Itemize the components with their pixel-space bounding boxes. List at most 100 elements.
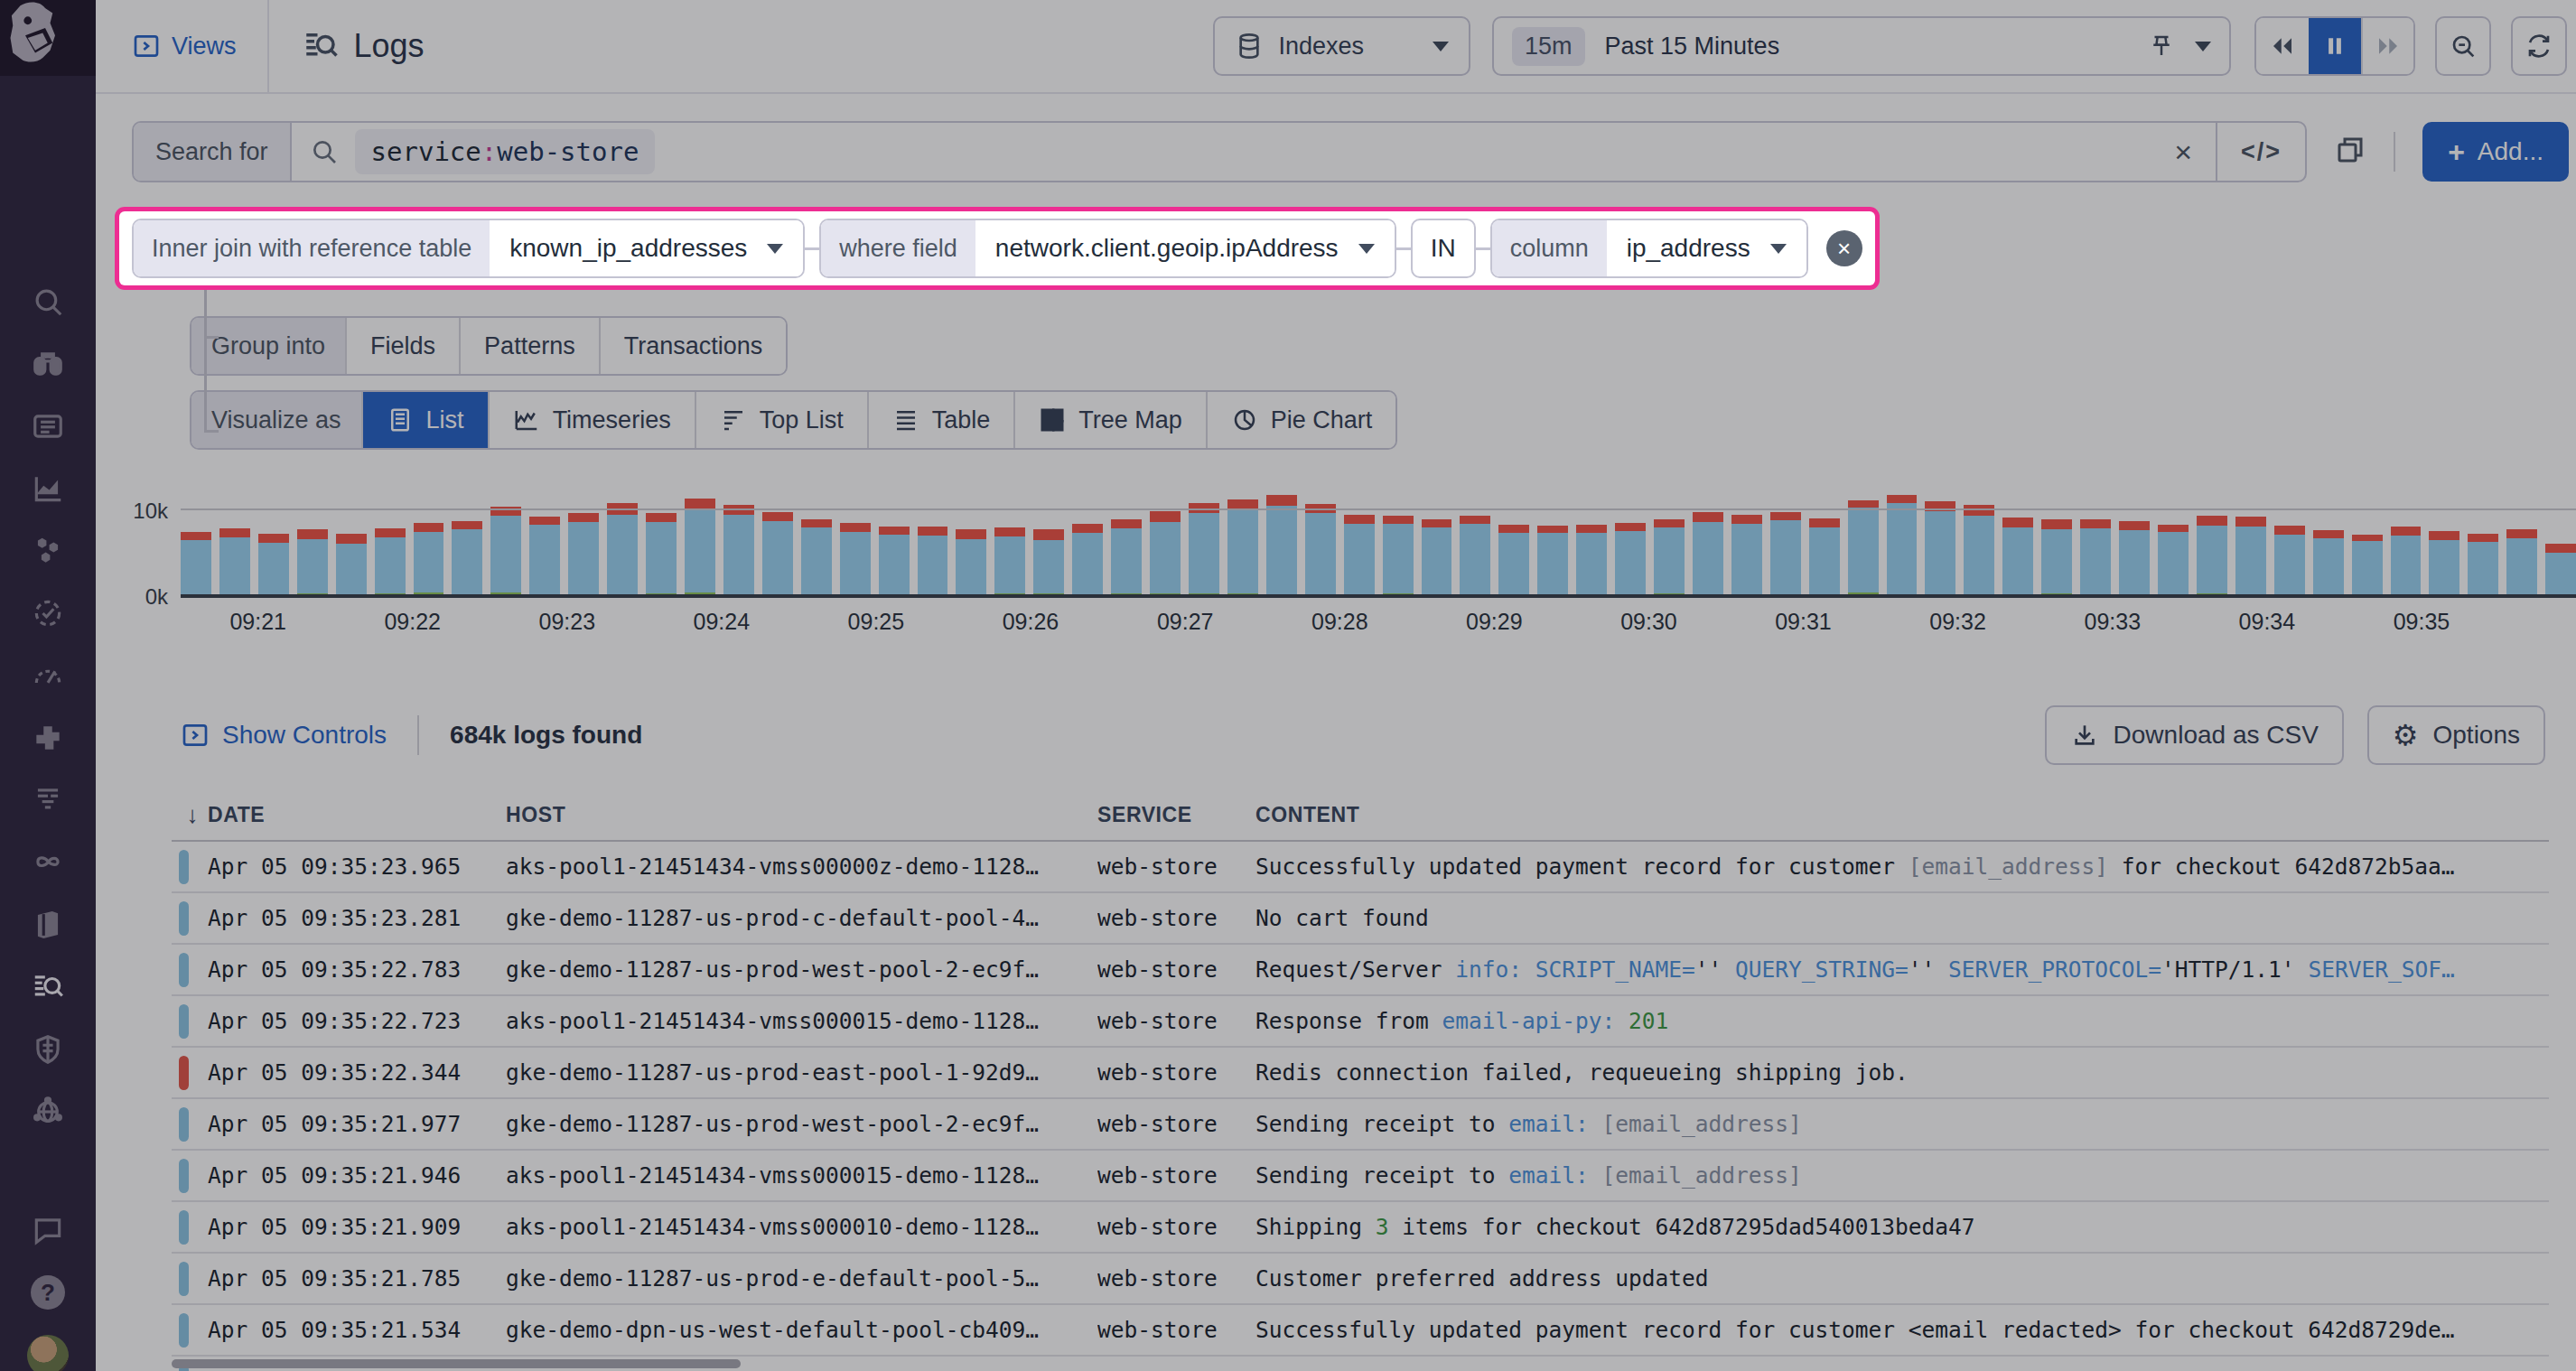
refresh-button[interactable]	[2511, 16, 2567, 76]
fast-forward-button[interactable]	[2361, 18, 2413, 74]
histogram-bar[interactable]	[452, 521, 482, 594]
histogram-bar[interactable]	[762, 512, 793, 594]
group-tab-patterns[interactable]: Patterns	[459, 318, 599, 374]
log-table-row[interactable]: Apr 05 09:35:21.534gke-demo-dpn-us-west-…	[172, 1305, 2549, 1357]
histogram-bar[interactable]	[1383, 516, 1414, 594]
log-table-row[interactable]: Apr 05 09:35:21.946aks-pool1-21451434-vm…	[172, 1151, 2549, 1202]
histogram-bar[interactable]	[529, 517, 560, 594]
histogram-bar[interactable]	[1460, 516, 1490, 594]
histogram-bar[interactable]	[2158, 525, 2189, 594]
where-field-select[interactable]: network.client.geoip.ipAddress	[975, 220, 1395, 276]
histogram-bar[interactable]	[2274, 526, 2305, 594]
histogram-bar[interactable]	[297, 529, 328, 594]
histogram-bar[interactable]	[2391, 527, 2422, 594]
query-token[interactable]: service:web-store	[355, 129, 656, 174]
histogram-bar[interactable]	[2197, 516, 2227, 594]
histogram-bar[interactable]	[1537, 526, 1568, 594]
clear-search-button[interactable]: ×	[2151, 135, 2216, 170]
rewind-button[interactable]	[2256, 18, 2309, 74]
column-header-host[interactable]: HOST	[506, 803, 1097, 827]
log-table-row[interactable]: Apr 05 09:35:22.783gke-demo-11287-us-pro…	[172, 945, 2549, 996]
histogram-bar[interactable]	[801, 519, 832, 594]
histogram-bar[interactable]	[1925, 501, 1955, 594]
log-table-row[interactable]: Apr 05 09:35:21.977gke-demo-11287-us-pro…	[172, 1099, 2549, 1151]
histogram-bar[interactable]	[840, 523, 871, 594]
column-header-service[interactable]: SERVICE	[1097, 803, 1255, 827]
sidebar-item-security-icon[interactable]	[28, 1030, 68, 1069]
histogram-bar[interactable]	[1731, 515, 1762, 594]
log-table-row[interactable]: Apr 05 09:35:21.909aks-pool1-21451434-vm…	[172, 1202, 2549, 1254]
histogram-plot[interactable]	[181, 486, 2576, 598]
histogram-bar[interactable]	[2545, 544, 2576, 594]
zoom-out-button[interactable]	[2435, 16, 2491, 76]
sidebar-item-logs-icon[interactable]	[28, 967, 68, 1007]
histogram-bar[interactable]	[414, 523, 444, 594]
histogram-bar[interactable]	[918, 527, 948, 594]
sidebar-item-notebooks-icon[interactable]	[28, 905, 68, 945]
viz-tab-pie-chart[interactable]: Pie Chart	[1206, 392, 1396, 448]
histogram-bar[interactable]	[1576, 525, 1607, 594]
log-table-row[interactable]: Apr 05 09:35:23.281gke-demo-11287-us-pro…	[172, 893, 2549, 945]
histogram-bar[interactable]	[336, 534, 367, 594]
sidebar-item-integrations-icon[interactable]	[28, 718, 68, 758]
histogram-bar[interactable]	[2352, 535, 2383, 594]
viz-tab-tree-map[interactable]: Tree Map	[1013, 392, 1206, 448]
histogram-bar[interactable]	[258, 534, 289, 594]
histogram-bar[interactable]	[1654, 519, 1685, 594]
sidebar-item-watchdog-icon[interactable]	[28, 344, 68, 384]
histogram-bar[interactable]	[646, 513, 677, 594]
histogram-bar[interactable]	[1344, 515, 1375, 594]
column-header-date[interactable]: DATE	[208, 803, 506, 827]
reference-table-select[interactable]: known_ip_addresses	[490, 220, 803, 276]
viz-tab-top-list[interactable]: Top List	[695, 392, 867, 448]
histogram-bar[interactable]	[2119, 521, 2150, 594]
histogram-bar[interactable]	[2468, 534, 2498, 594]
histogram-bar[interactable]	[1111, 519, 1142, 594]
histogram-bar[interactable]	[2080, 519, 2111, 594]
histogram-bar[interactable]	[1498, 525, 1529, 594]
histogram-bar[interactable]	[607, 503, 638, 594]
log-table-row[interactable]: Apr 05 09:35:22.723aks-pool1-21451434-vm…	[172, 996, 2549, 1048]
histogram-bar[interactable]	[2506, 529, 2537, 594]
histogram-bar[interactable]	[956, 529, 986, 594]
histogram-bar[interactable]	[2041, 519, 2072, 594]
pause-button[interactable]	[2309, 18, 2361, 74]
histogram-bar[interactable]	[1227, 499, 1258, 594]
search-bar[interactable]: Search for service:web-store × </>	[132, 121, 2307, 182]
histogram-bar[interactable]	[1033, 529, 1064, 594]
histogram-bar[interactable]	[219, 528, 250, 594]
copy-button[interactable]	[2334, 134, 2366, 170]
download-csv-button[interactable]: Download as CSV	[2045, 705, 2344, 765]
histogram-bar[interactable]	[1150, 511, 1181, 594]
viz-tab-timeseries[interactable]: Timeseries	[488, 392, 695, 448]
histogram-bar[interactable]	[2002, 518, 2033, 594]
remove-join-button[interactable]: ×	[1826, 230, 1862, 266]
sidebar-item-pipelines-icon[interactable]	[28, 780, 68, 820]
sidebar-item-dashboards-icon[interactable]	[28, 406, 68, 446]
sidebar-item-metrics-icon[interactable]	[28, 469, 68, 508]
pin-icon[interactable]	[2148, 33, 2175, 60]
horizontal-scrollbar[interactable]	[172, 1359, 741, 1368]
histogram-bar[interactable]	[181, 532, 211, 594]
log-table-row[interactable]: Apr 05 09:35:21.785gke-demo-11287-us-pro…	[172, 1254, 2549, 1305]
show-controls-button[interactable]: Show Controls	[181, 721, 387, 750]
histogram-bar[interactable]	[723, 505, 754, 594]
histogram-bar[interactable]	[994, 527, 1025, 594]
histogram-bar[interactable]	[1848, 500, 1879, 594]
datadog-logo[interactable]	[0, 0, 96, 76]
options-button[interactable]: ⚙ Options	[2367, 705, 2545, 765]
sidebar-item-help-icon[interactable]: ?	[28, 1273, 68, 1312]
avatar[interactable]	[27, 1335, 69, 1371]
sidebar-item-apm-icon[interactable]	[28, 656, 68, 695]
sidebar-item-network-icon[interactable]	[28, 1092, 68, 1132]
indexes-dropdown[interactable]: Indexes	[1213, 16, 1470, 76]
column-header-content[interactable]: CONTENT	[1255, 803, 2549, 827]
sidebar-item-search-icon[interactable]	[28, 282, 68, 322]
histogram-bar[interactable]	[1422, 519, 1452, 594]
histogram-bar[interactable]	[2313, 530, 2344, 594]
chevron-down-icon[interactable]	[2195, 42, 2211, 51]
histogram-bar[interactable]	[1693, 512, 1723, 594]
log-table-row[interactable]: Apr 05 09:35:23.965aks-pool1-21451434-vm…	[172, 842, 2549, 893]
histogram-bar[interactable]	[879, 527, 910, 594]
histogram-bar[interactable]	[1305, 504, 1336, 594]
